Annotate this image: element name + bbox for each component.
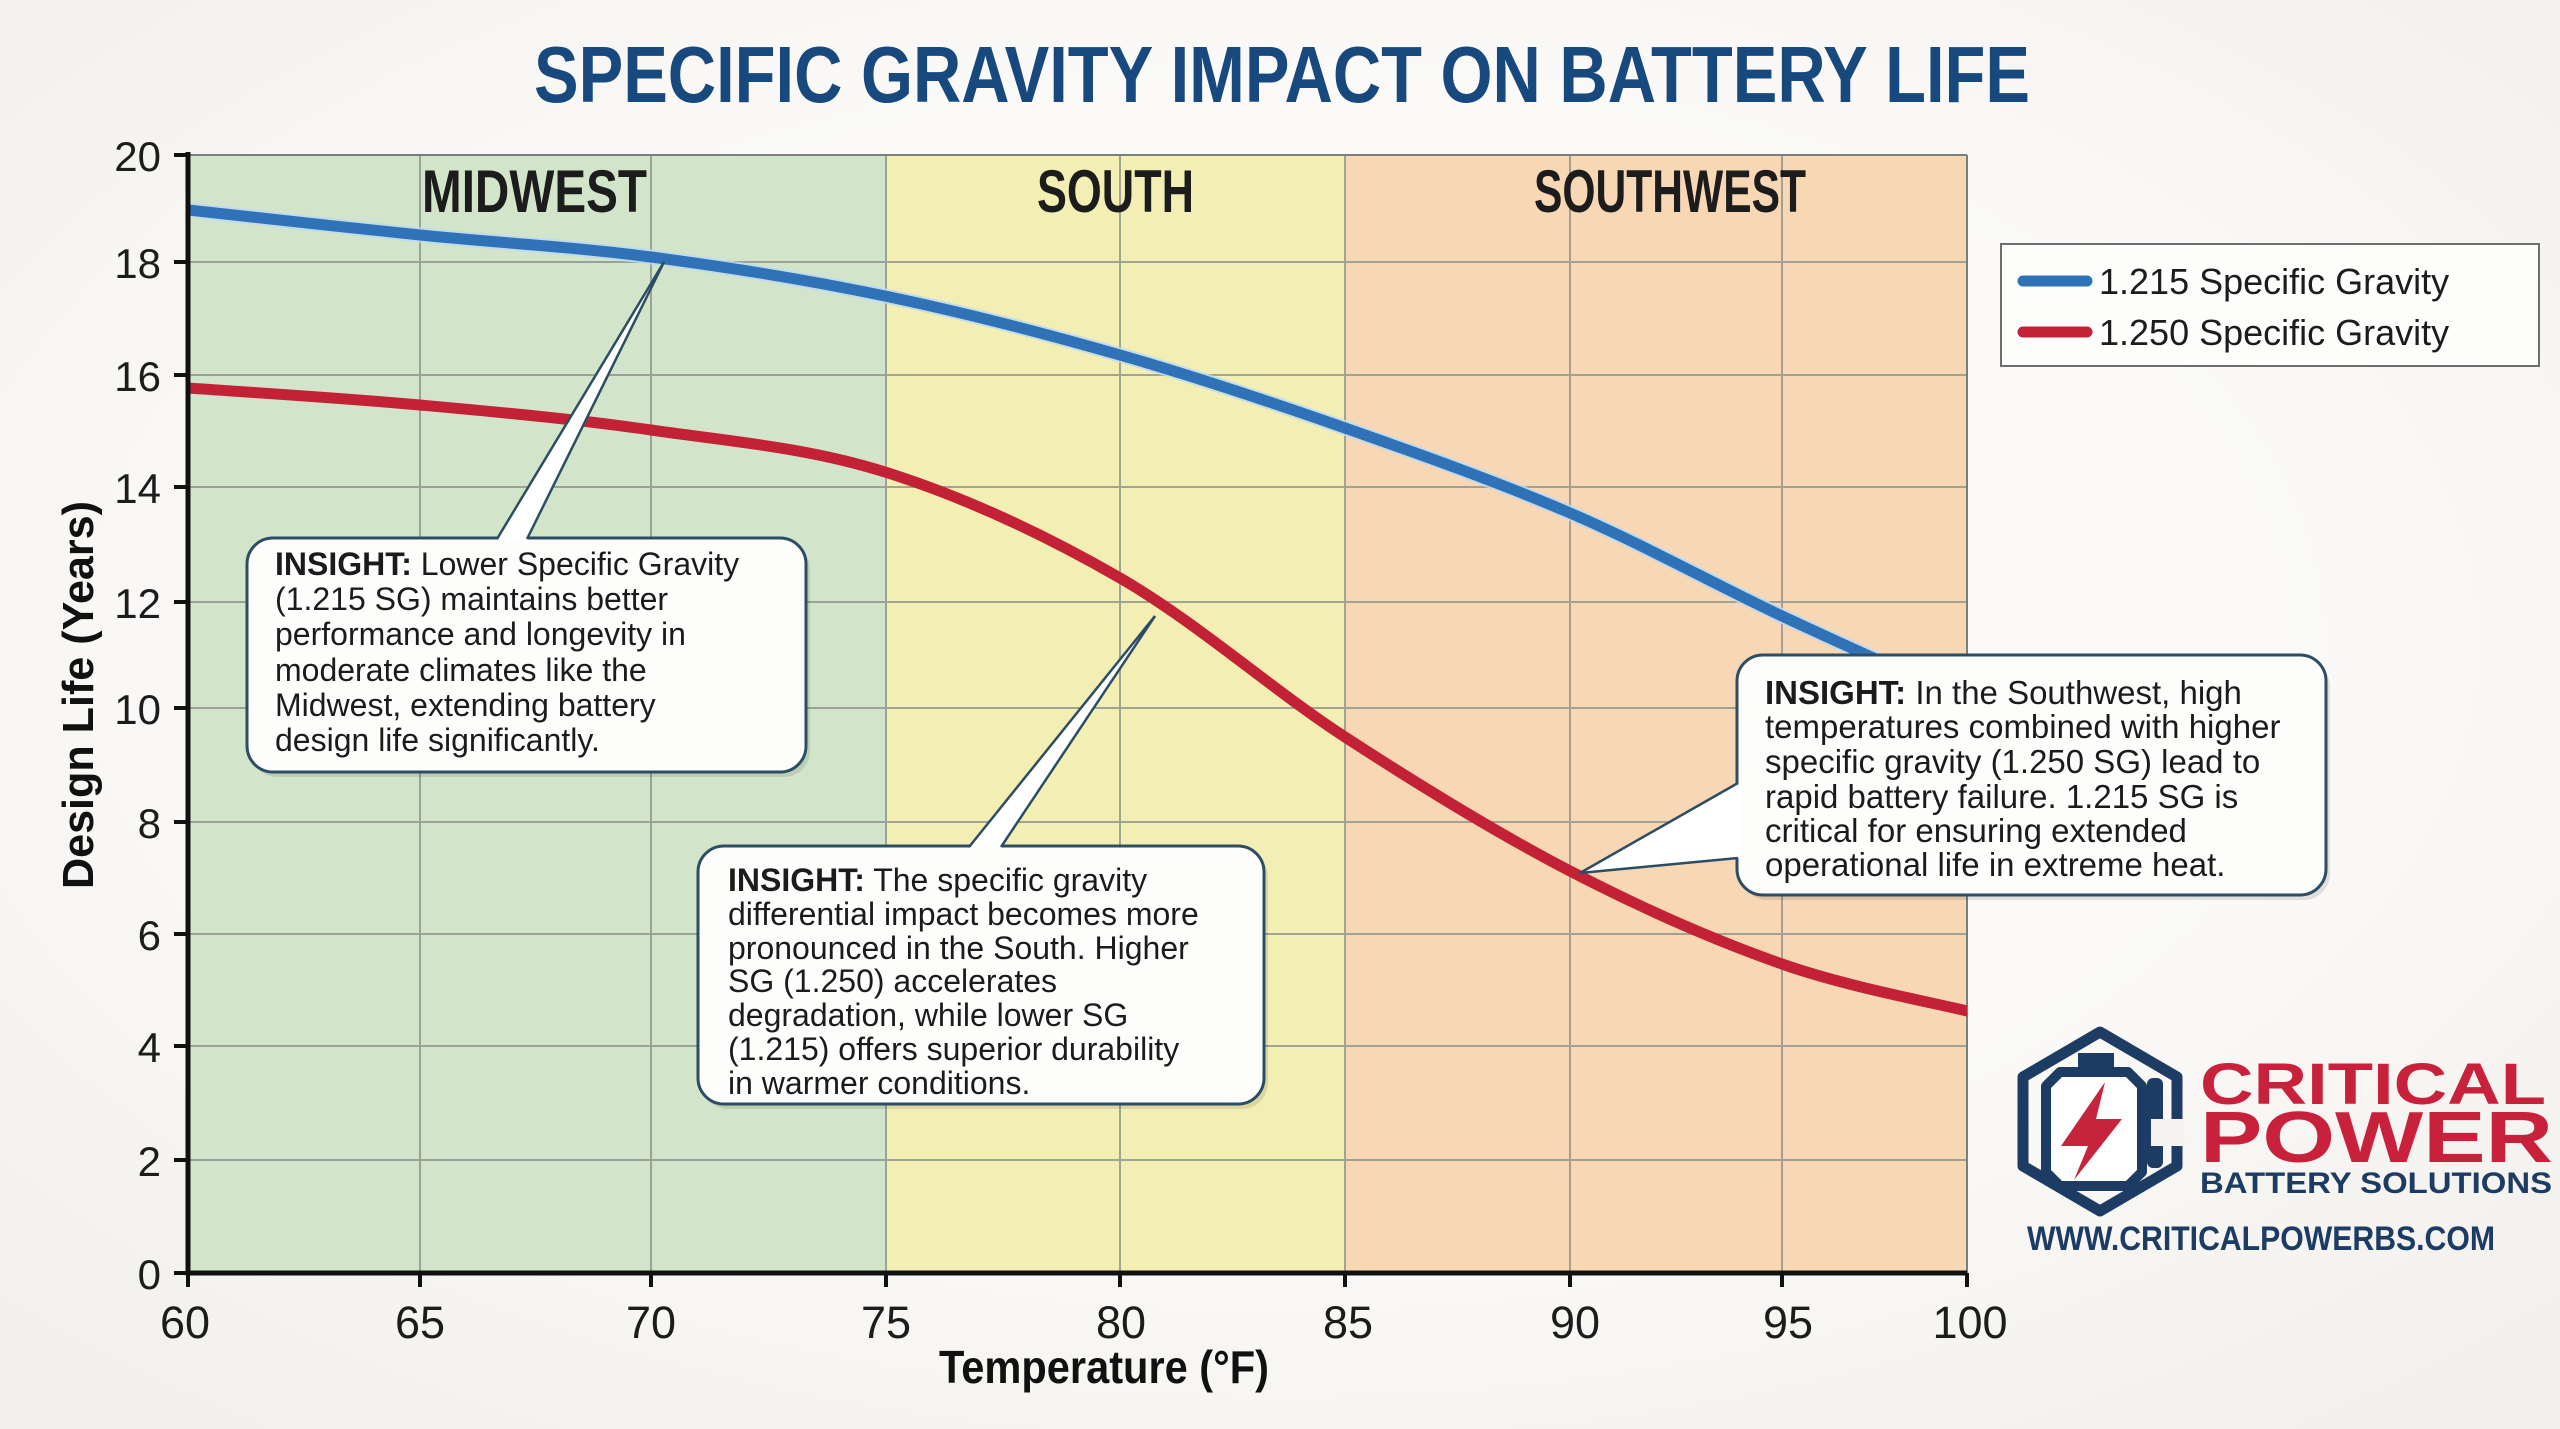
svg-text:95: 95: [1763, 1297, 1813, 1348]
svg-text:60: 60: [160, 1297, 210, 1348]
svg-text:INSIGHT: Lower Specific Gravit: INSIGHT: Lower Specific Gravity: [275, 546, 739, 582]
svg-text:pronounced in the South. Highe: pronounced in the South. Higher: [728, 930, 1189, 966]
svg-text:INSIGHT: The specific gravity: INSIGHT: The specific gravity: [728, 862, 1147, 898]
svg-text:Midwest, extending battery: Midwest, extending battery: [275, 687, 656, 723]
svg-text:14: 14: [114, 465, 161, 512]
svg-text:10: 10: [114, 686, 161, 733]
svg-text:1.250 Specific Gravity: 1.250 Specific Gravity: [2099, 312, 2449, 353]
svg-text:specific gravity (1.250 SG) le: specific gravity (1.250 SG) lead to: [1765, 743, 2260, 780]
svg-text:Temperature (°F): Temperature (°F): [939, 1341, 1269, 1393]
svg-text:75: 75: [861, 1297, 911, 1348]
svg-text:INSIGHT: In the Southwest, hig: INSIGHT: In the Southwest, high: [1765, 674, 2242, 711]
svg-text:2: 2: [138, 1138, 161, 1185]
svg-text:90: 90: [1550, 1297, 1600, 1348]
svg-text:1.215 Specific Gravity: 1.215 Specific Gravity: [2099, 261, 2449, 302]
svg-text:65: 65: [395, 1297, 445, 1348]
svg-text:degradation, while lower SG: degradation, while lower SG: [728, 997, 1128, 1033]
svg-text:in warmer conditions.: in warmer conditions.: [728, 1065, 1030, 1101]
svg-text:80: 80: [1096, 1297, 1146, 1348]
svg-text:BATTERY SOLUTIONS: BATTERY SOLUTIONS: [2200, 1167, 2552, 1200]
svg-text:moderate climates like the: moderate climates like the: [275, 652, 647, 688]
svg-text:CRITICAL: CRITICAL: [2200, 1052, 2546, 1117]
svg-text:0: 0: [138, 1251, 161, 1298]
svg-text:(1.215 SG) maintains better: (1.215 SG) maintains better: [275, 581, 668, 617]
svg-text:18: 18: [114, 240, 161, 287]
svg-text:6: 6: [138, 912, 161, 959]
svg-text:8: 8: [138, 800, 161, 847]
svg-text:rapid battery failure. 1.215 S: rapid battery failure. 1.215 SG is: [1765, 778, 2238, 815]
svg-text:(1.215) offers superior durabi: (1.215) offers superior durability: [728, 1031, 1179, 1067]
svg-text:Design Life (Years): Design Life (Years): [54, 501, 103, 889]
svg-text:differential impact becomes mo: differential impact becomes more: [728, 896, 1199, 932]
svg-text:70: 70: [626, 1297, 676, 1348]
svg-text:MIDWEST: MIDWEST: [422, 158, 647, 225]
svg-text:performance and longevity in: performance and longevity in: [275, 616, 686, 652]
svg-text:85: 85: [1323, 1297, 1373, 1348]
svg-text:design life significantly.: design life significantly.: [275, 722, 600, 758]
svg-text:SOUTH: SOUTH: [1037, 158, 1194, 225]
svg-text:12: 12: [114, 580, 161, 627]
svg-text:16: 16: [114, 353, 161, 400]
svg-text:critical for ensuring extended: critical for ensuring extended: [1765, 812, 2187, 849]
svg-text:POWER: POWER: [2200, 1098, 2553, 1178]
svg-text:WWW.CRITICALPOWERBS.COM: WWW.CRITICALPOWERBS.COM: [2027, 1220, 2495, 1258]
svg-text:temperatures combined with hig: temperatures combined with higher: [1765, 708, 2280, 745]
svg-text:20: 20: [114, 133, 161, 180]
svg-text:SOUTHWEST: SOUTHWEST: [1534, 158, 1806, 225]
svg-text:operational life in extreme he: operational life in extreme heat.: [1765, 846, 2225, 883]
svg-text:SPECIFIC GRAVITY IMPACT ON BAT: SPECIFIC GRAVITY IMPACT ON BATTERY LIFE: [534, 30, 2030, 119]
svg-text:SG (1.250) accelerates: SG (1.250) accelerates: [728, 963, 1057, 999]
svg-text:4: 4: [138, 1024, 161, 1071]
svg-text:100: 100: [1932, 1297, 2007, 1348]
